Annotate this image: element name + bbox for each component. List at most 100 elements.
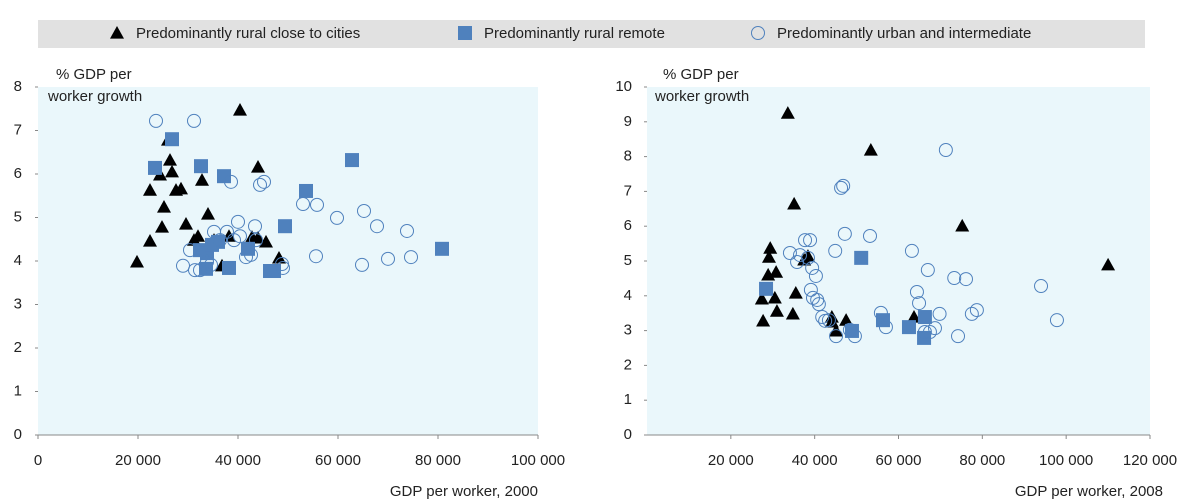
data-point — [788, 286, 803, 299]
data-point — [964, 306, 979, 321]
data-point — [143, 233, 157, 247]
data-point — [909, 284, 924, 299]
data-point — [130, 254, 144, 268]
y-tick-label: 4 — [624, 287, 632, 304]
data-point — [873, 305, 888, 320]
y-tick-label: 2 — [624, 356, 632, 373]
data-point — [155, 220, 169, 233]
data-point — [233, 103, 247, 116]
data-point — [163, 153, 177, 166]
data-point — [148, 160, 162, 175]
x-tick-label: 40 000 — [215, 452, 261, 469]
data-point — [195, 173, 209, 186]
data-point — [355, 257, 369, 272]
data-point — [756, 313, 771, 327]
data-point — [165, 132, 179, 147]
x-tick-label: 40 000 — [792, 452, 838, 469]
data-point — [222, 260, 236, 275]
data-point — [839, 313, 854, 326]
data-point — [194, 159, 208, 174]
data-point — [769, 304, 784, 317]
data-point — [800, 249, 815, 262]
data-point — [345, 153, 359, 168]
legend-label: Predominantly rural remote — [484, 25, 665, 42]
data-point — [917, 310, 932, 325]
y-tick-label: 6 — [14, 165, 22, 182]
data-point — [244, 247, 258, 262]
data-point — [863, 142, 878, 156]
data-point — [370, 219, 384, 234]
data-point — [761, 250, 776, 263]
data-point — [272, 250, 286, 264]
data-point — [253, 177, 267, 192]
data-point — [829, 329, 844, 344]
x-tick-label: 120 000 — [1123, 452, 1177, 469]
data-point — [1101, 257, 1116, 271]
data-point — [907, 310, 922, 323]
y-axis-label: worker growth — [47, 88, 142, 105]
data-point — [213, 233, 227, 248]
x-tick-label: 20 000 — [115, 452, 161, 469]
data-point — [357, 203, 371, 218]
data-point — [310, 197, 324, 212]
data-point — [204, 257, 218, 272]
data-point — [808, 268, 823, 283]
y-tick-label: 1 — [14, 382, 22, 399]
data-point — [917, 330, 932, 345]
y-tick-label: 6 — [624, 217, 632, 234]
data-point — [947, 271, 962, 286]
legend-background — [38, 20, 1145, 48]
y-tick-label: 9 — [624, 113, 632, 130]
data-point — [149, 113, 163, 128]
y-tick-label: 0 — [14, 426, 22, 443]
data-point — [912, 296, 927, 311]
data-point — [837, 226, 852, 241]
data-point — [400, 223, 414, 238]
y-tick-label: 7 — [14, 121, 22, 138]
data-point — [174, 181, 188, 195]
x-tick-label: 100 000 — [511, 452, 565, 469]
data-point — [176, 258, 190, 273]
data-point — [927, 321, 942, 336]
data-point — [404, 250, 418, 265]
data-point — [829, 323, 844, 337]
y-tick-label: 0 — [624, 426, 632, 443]
y-axis-label: % GDP per — [56, 66, 132, 83]
legend-marker — [458, 26, 472, 40]
y-tick-label: 5 — [624, 252, 632, 269]
data-point — [767, 290, 782, 304]
data-point — [828, 243, 843, 258]
data-point — [179, 217, 193, 230]
data-point — [922, 324, 937, 339]
data-point — [785, 306, 800, 320]
y-tick-label: 5 — [14, 208, 22, 225]
data-point — [251, 160, 265, 173]
data-point — [183, 243, 197, 258]
y-tick-label: 10 — [615, 78, 632, 95]
data-point — [224, 174, 238, 189]
data-point — [969, 303, 984, 318]
data-point — [904, 243, 919, 258]
data-point — [187, 113, 201, 128]
y-axis-label: % GDP per — [663, 66, 739, 83]
data-point — [938, 142, 953, 157]
data-point — [803, 233, 818, 248]
data-point — [763, 241, 778, 254]
data-point — [233, 229, 247, 244]
data-point — [309, 249, 323, 264]
data-point — [958, 272, 973, 287]
data-point — [220, 224, 234, 239]
x-axis-label: GDP per worker, 2008 — [1015, 483, 1163, 500]
data-point — [231, 214, 245, 229]
y-tick-label: 2 — [14, 339, 22, 356]
data-point — [267, 264, 281, 279]
data-point — [847, 329, 862, 344]
data-point — [330, 210, 344, 225]
x-tick-label: 100 000 — [1039, 452, 1093, 469]
data-point — [1049, 313, 1064, 328]
data-point — [932, 306, 947, 321]
data-point — [1034, 279, 1049, 294]
y-tick-label: 3 — [624, 322, 632, 339]
x-tick-label: 20 000 — [708, 452, 754, 469]
